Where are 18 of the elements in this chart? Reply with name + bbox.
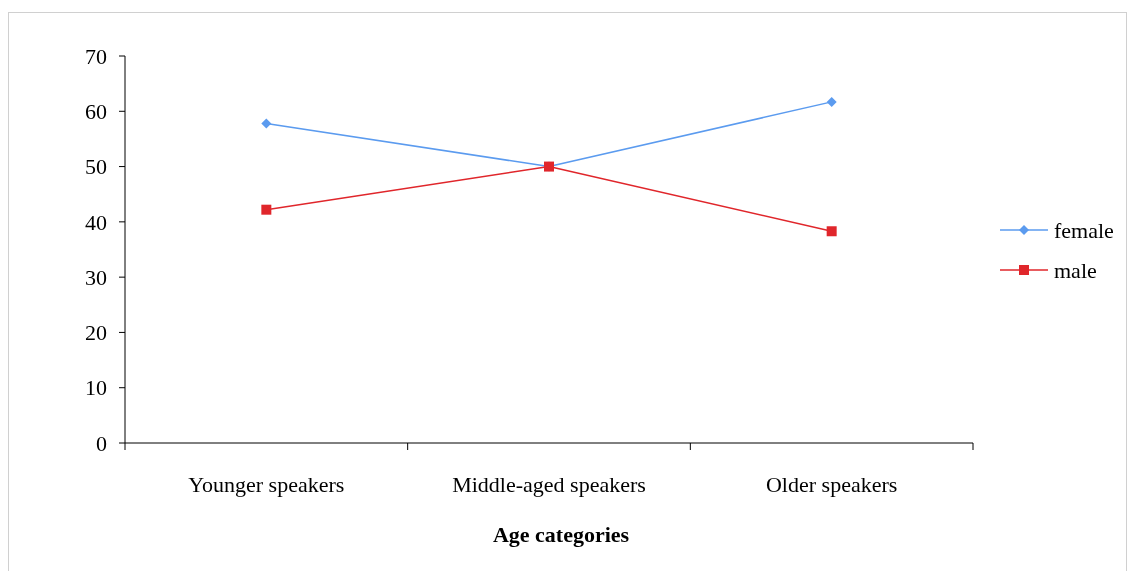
y-tick-label: 70 [85,43,107,69]
x-tick-label: Younger speakers [188,472,345,497]
x-axis-title: Age categories [492,522,630,547]
y-tick-label: 60 [85,98,107,124]
point [261,204,272,215]
point [261,118,272,129]
y-tick-label: 50 [85,154,107,180]
point [826,96,837,107]
y-tick-label: 30 [85,264,107,290]
legend-label: male [1054,257,1097,283]
y-tick-label: 20 [85,320,107,346]
y-tick-label: 40 [85,209,107,235]
point [826,226,837,237]
y-tick-label: 0 [96,430,107,456]
y-tick-label: 10 [85,375,107,401]
legend-label: female [1054,217,1114,243]
x-tick-label: Older speakers [765,472,898,497]
x-tick-label: Middle-aged speakers [452,472,646,497]
